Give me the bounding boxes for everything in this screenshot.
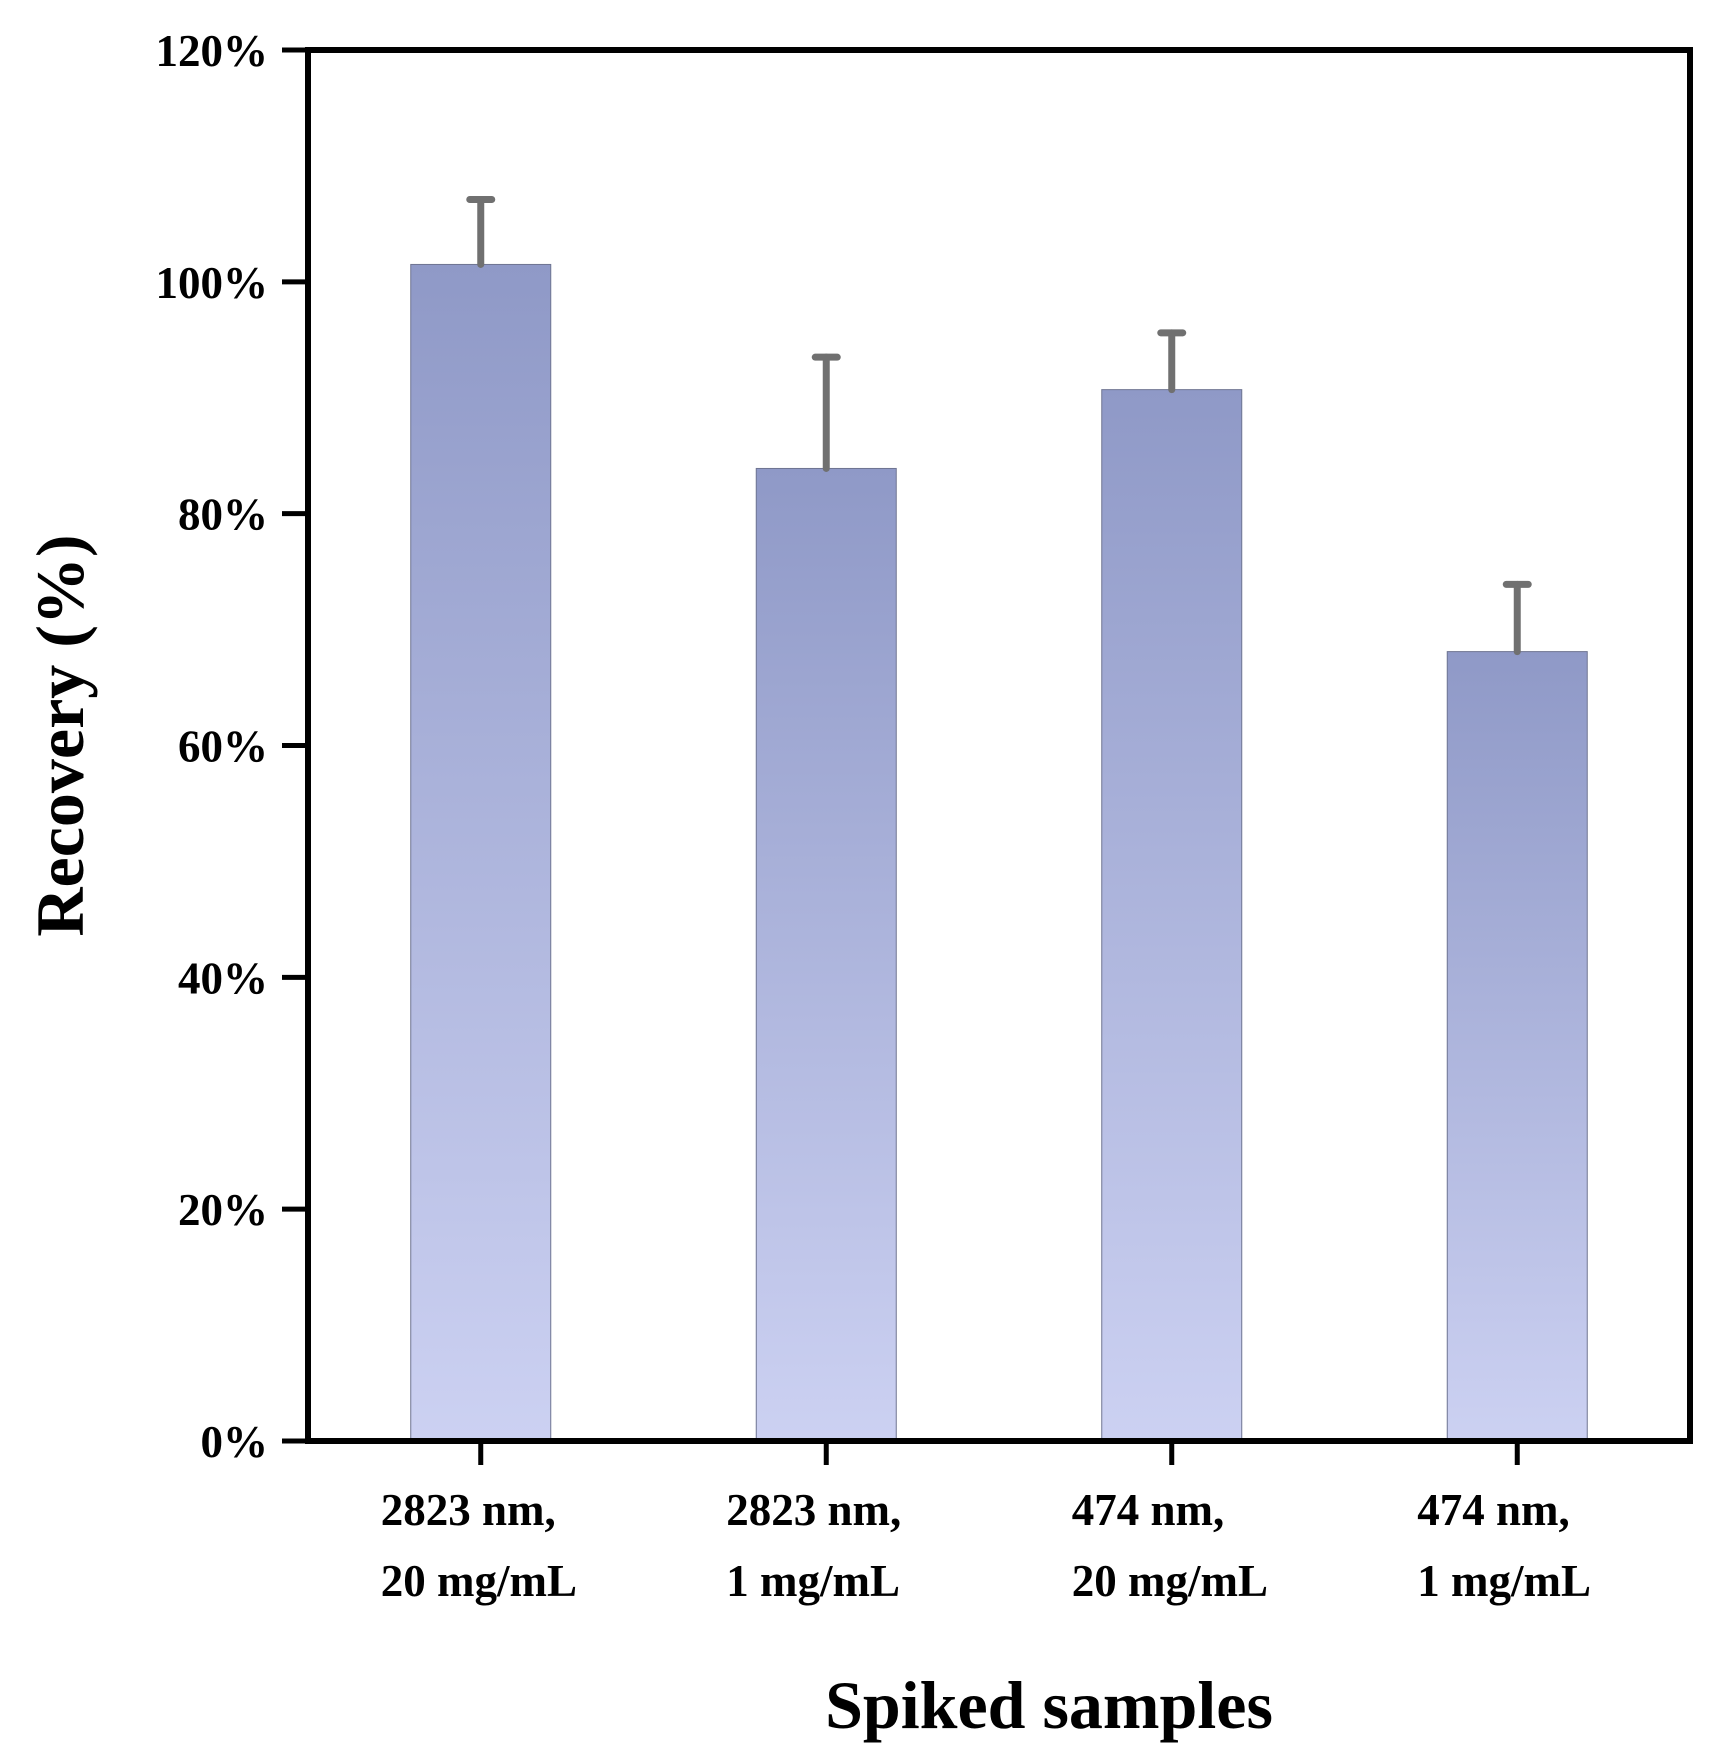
x-tick-label: 474 nm, [1417,1485,1570,1535]
x-tick-label: 474 nm, [1072,1485,1225,1535]
y-tick-label: 80% [178,490,268,540]
x-tick-label: 1 mg/mL [726,1556,900,1606]
y-tick-label: 20% [178,1185,268,1235]
y-tick-label: 120% [156,26,269,76]
bars-layer [410,263,1588,1442]
x-tick-label: 20 mg/mL [381,1556,577,1606]
x-tick-label: 2823 nm, [381,1485,556,1535]
bar [1446,651,1588,1442]
bar [410,263,552,1442]
x-tick-label: 1 mg/mL [1417,1556,1591,1606]
bar [755,467,897,1442]
y-tick-label: 0% [201,1417,269,1467]
x-tick-label: 2823 nm, [726,1485,901,1535]
x-tick-label: 20 mg/mL [1072,1556,1268,1606]
y-tick-label: 60% [178,722,268,772]
y-axis: 0% 20% 40% 60% 80% 100% 120% [156,26,308,1467]
y-axis-title: Recovery (%) [22,534,98,936]
y-tick-label: 40% [178,953,268,1003]
y-tick-label: 100% [156,258,269,308]
error-bars-layer [466,196,1532,656]
bar [1101,389,1243,1442]
x-axis: 2823 nm, 20 mg/mL 2823 nm, 1 mg/mL 474 nm, 20… [381,1441,1591,1606]
x-axis-title: Spiked samples [825,1667,1273,1743]
